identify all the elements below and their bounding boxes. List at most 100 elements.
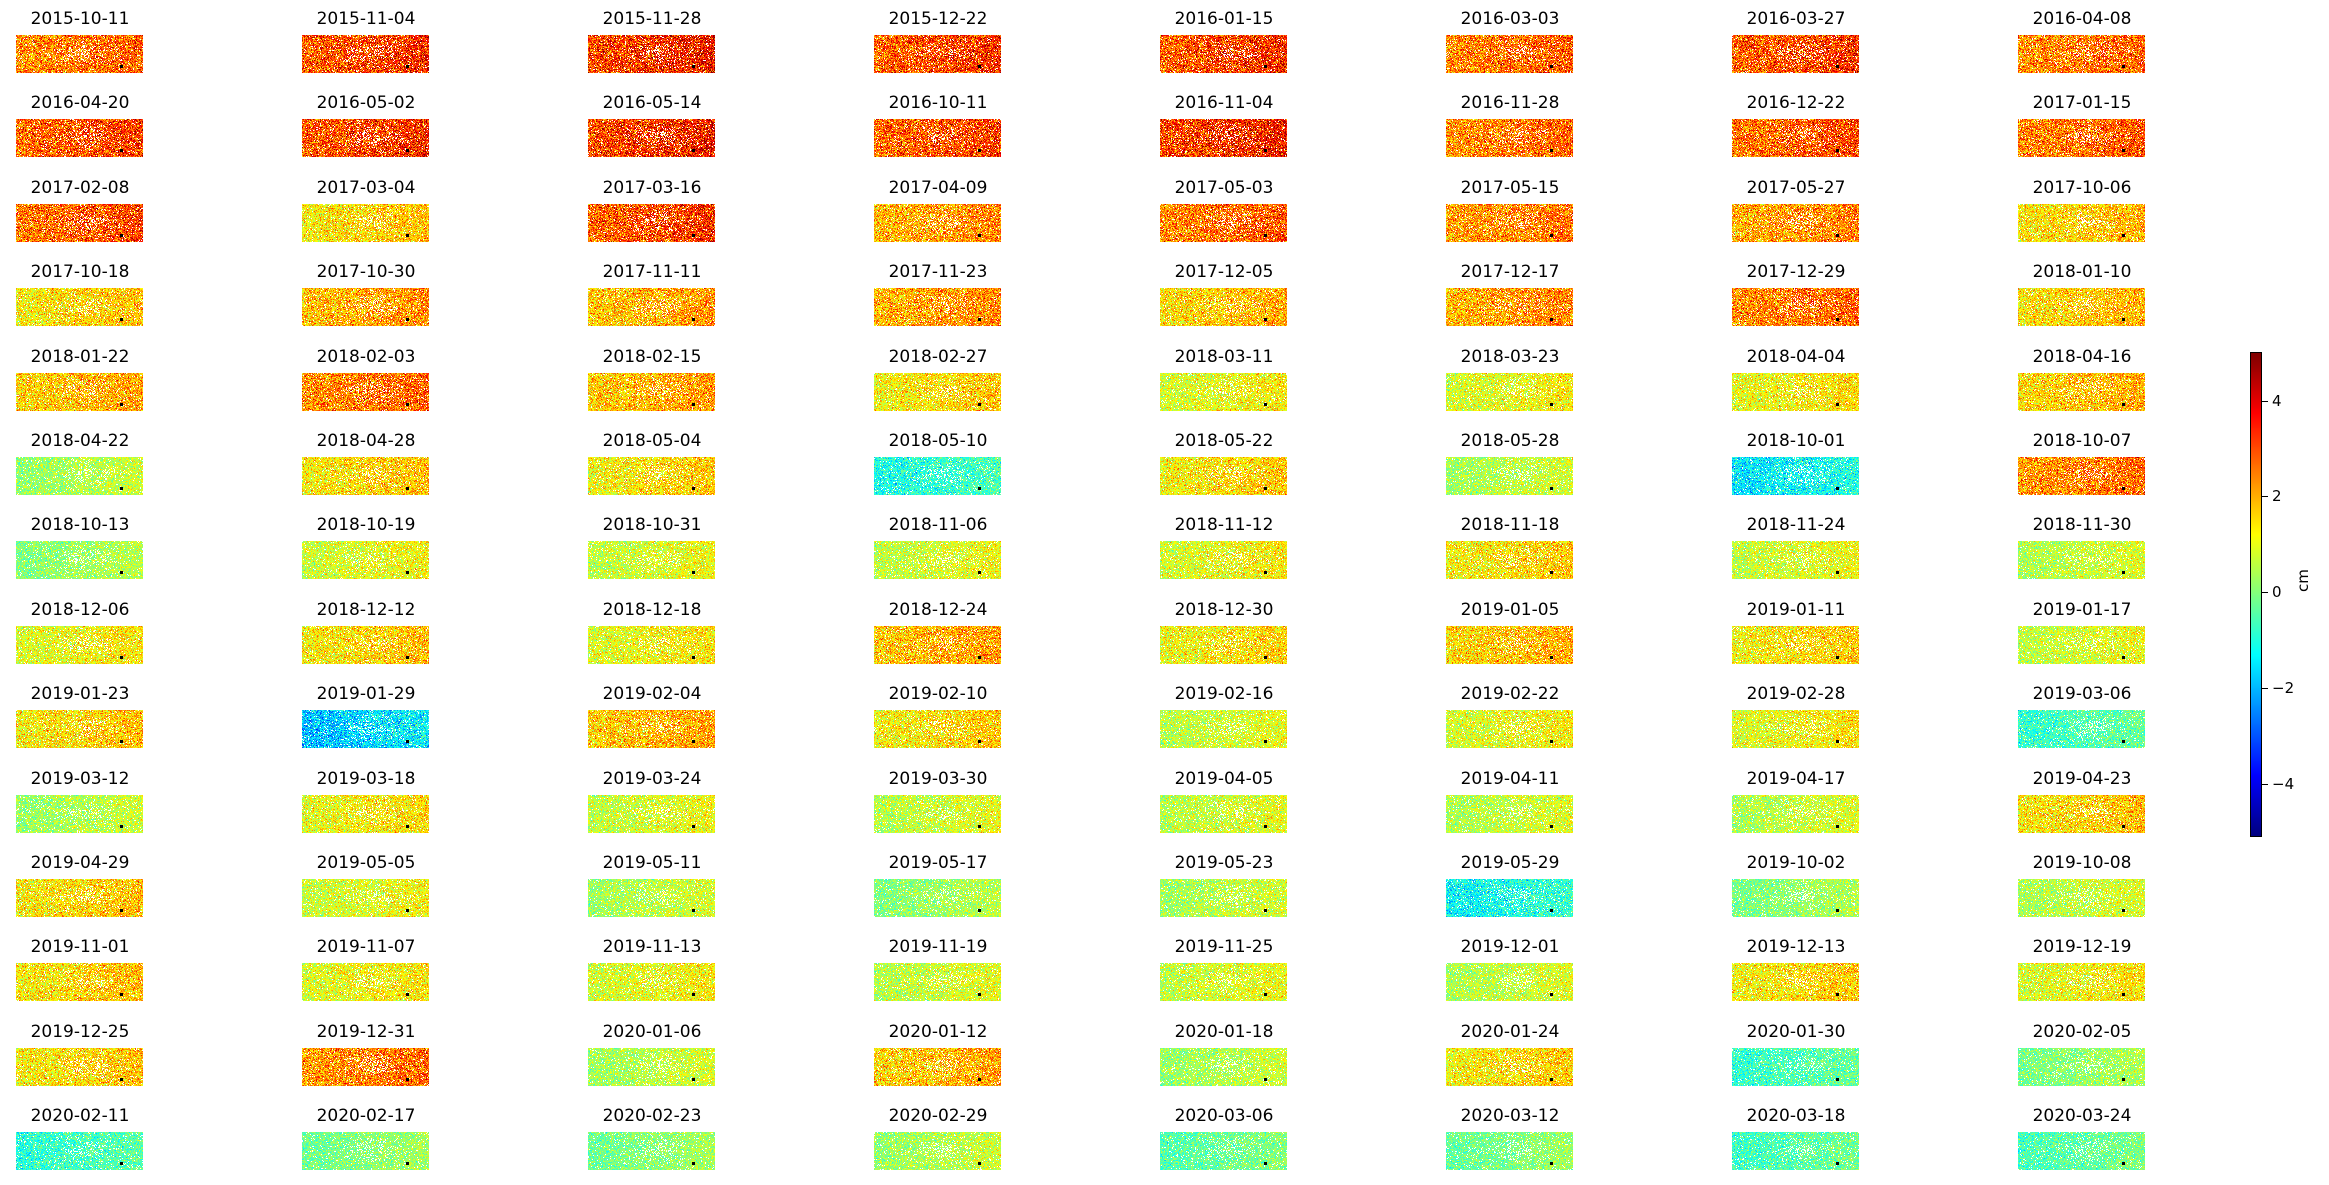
panel: 2015-11-28 bbox=[572, 8, 732, 88]
panel: 2019-12-31 bbox=[286, 1021, 446, 1101]
panel: 2018-05-10 bbox=[858, 430, 1018, 510]
panel: 2016-05-02 bbox=[286, 92, 446, 172]
panel: 2018-12-12 bbox=[286, 599, 446, 679]
panel: 2019-05-29 bbox=[1430, 852, 1590, 932]
panel-date-label: 2018-12-18 bbox=[602, 599, 702, 620]
panel: 2017-11-11 bbox=[572, 261, 732, 341]
panel-date-label: 2019-03-12 bbox=[30, 768, 130, 789]
displacement-map bbox=[874, 1132, 1001, 1171]
panel-date-label: 2019-05-11 bbox=[602, 853, 702, 873]
panel: 2019-10-02 bbox=[1716, 852, 1876, 932]
displacement-map bbox=[2018, 1047, 2145, 1086]
panel: 2019-02-28 bbox=[1716, 683, 1876, 763]
panel: 2020-01-24 bbox=[1430, 1021, 1590, 1101]
panel-date-label: 2018-10-01 bbox=[1746, 431, 1846, 451]
displacement-map bbox=[588, 35, 715, 73]
displacement-map bbox=[1732, 794, 1859, 833]
panel-date-label: 2019-11-19 bbox=[888, 937, 988, 958]
panel: 2018-11-18 bbox=[1430, 514, 1590, 594]
panel-date-label: 2015-10-11 bbox=[30, 9, 130, 29]
panel-date-label: 2019-05-17 bbox=[888, 853, 988, 873]
displacement-map bbox=[588, 963, 715, 1002]
displacement-map bbox=[302, 625, 429, 664]
panel-date-label: 2017-12-29 bbox=[1746, 262, 1846, 283]
panel-date-label: 2020-01-30 bbox=[1746, 1021, 1846, 1042]
panel: 2019-12-25 bbox=[0, 1021, 160, 1101]
displacement-map bbox=[16, 963, 143, 1002]
panel: 2017-05-03 bbox=[1144, 177, 1304, 257]
panel: 2017-01-15 bbox=[2002, 92, 2162, 172]
colorbar-tick bbox=[2262, 496, 2268, 497]
panel: 2019-01-17 bbox=[2002, 599, 2162, 679]
displacement-map bbox=[1160, 372, 1287, 411]
panel: 2018-04-04 bbox=[1716, 346, 1876, 426]
colorbar-tick bbox=[2262, 784, 2268, 785]
panel-date-label: 2019-03-18 bbox=[316, 768, 416, 789]
displacement-map bbox=[1160, 119, 1287, 158]
panel-date-label: 2019-01-17 bbox=[2032, 599, 2132, 620]
panel: 2018-02-15 bbox=[572, 346, 732, 426]
displacement-map bbox=[588, 119, 715, 158]
panel: 2019-05-23 bbox=[1144, 852, 1304, 932]
panel: 2018-10-01 bbox=[1716, 430, 1876, 510]
displacement-map bbox=[588, 1047, 715, 1086]
displacement-map bbox=[16, 794, 143, 833]
displacement-map bbox=[2018, 119, 2145, 158]
panel-date-label: 2020-02-11 bbox=[30, 1106, 130, 1127]
panel: 2019-04-29 bbox=[0, 852, 160, 932]
panel-date-label: 2018-11-12 bbox=[1174, 515, 1274, 536]
displacement-map bbox=[1446, 1047, 1573, 1086]
panel-date-label: 2019-03-06 bbox=[2032, 684, 2132, 705]
displacement-map bbox=[1160, 963, 1287, 1002]
panel: 2015-12-22 bbox=[858, 8, 1018, 88]
panel-date-label: 2020-02-05 bbox=[2032, 1021, 2132, 1042]
displacement-map bbox=[1732, 963, 1859, 1002]
panel-date-label: 2019-10-08 bbox=[2032, 853, 2132, 873]
panel: 2020-02-23 bbox=[572, 1105, 732, 1185]
panel: 2019-05-11 bbox=[572, 852, 732, 932]
panel-date-label: 2018-05-22 bbox=[1174, 431, 1274, 451]
panel-date-label: 2018-01-22 bbox=[30, 346, 130, 367]
panel-date-label: 2020-02-17 bbox=[316, 1106, 416, 1127]
displacement-map bbox=[302, 1132, 429, 1171]
panel-date-label: 2019-05-23 bbox=[1174, 853, 1274, 873]
panel-date-label: 2019-04-11 bbox=[1460, 768, 1560, 789]
panel: 2018-10-07 bbox=[2002, 430, 2162, 510]
panel: 2019-12-13 bbox=[1716, 936, 1876, 1016]
displacement-map bbox=[1446, 710, 1573, 749]
panel: 2018-03-11 bbox=[1144, 346, 1304, 426]
displacement-map bbox=[1446, 1132, 1573, 1171]
displacement-map bbox=[1732, 288, 1859, 327]
displacement-map bbox=[588, 794, 715, 833]
displacement-map bbox=[588, 1132, 715, 1171]
panel: 2017-11-23 bbox=[858, 261, 1018, 341]
panel: 2019-02-10 bbox=[858, 683, 1018, 763]
panel-date-label: 2018-04-28 bbox=[316, 431, 416, 451]
panel: 2016-11-04 bbox=[1144, 92, 1304, 172]
panel-date-label: 2018-11-24 bbox=[1746, 515, 1846, 536]
panel-date-label: 2019-05-29 bbox=[1460, 853, 1560, 873]
panel: 2018-05-22 bbox=[1144, 430, 1304, 510]
panel-date-label: 2018-10-19 bbox=[316, 515, 416, 536]
panel: 2018-04-22 bbox=[0, 430, 160, 510]
panel: 2019-04-05 bbox=[1144, 768, 1304, 848]
panel-date-label: 2016-11-04 bbox=[1174, 93, 1274, 114]
panel: 2020-02-11 bbox=[0, 1105, 160, 1185]
panel-date-label: 2017-11-23 bbox=[888, 262, 988, 283]
colorbar-unit-label: cm bbox=[2294, 569, 2312, 592]
displacement-map bbox=[1446, 879, 1573, 917]
displacement-map bbox=[1732, 1047, 1859, 1086]
displacement-map bbox=[1160, 1047, 1287, 1086]
displacement-map bbox=[16, 119, 143, 158]
panel-date-label: 2019-04-23 bbox=[2032, 768, 2132, 789]
displacement-map bbox=[1446, 119, 1573, 158]
panel: 2017-12-29 bbox=[1716, 261, 1876, 341]
displacement-map bbox=[1732, 119, 1859, 158]
panel-date-label: 2017-03-04 bbox=[316, 177, 416, 198]
displacement-map bbox=[16, 1047, 143, 1086]
displacement-map bbox=[1732, 879, 1859, 917]
displacement-map bbox=[2018, 625, 2145, 664]
panel-date-label: 2019-11-13 bbox=[602, 937, 702, 958]
displacement-map bbox=[588, 457, 715, 495]
